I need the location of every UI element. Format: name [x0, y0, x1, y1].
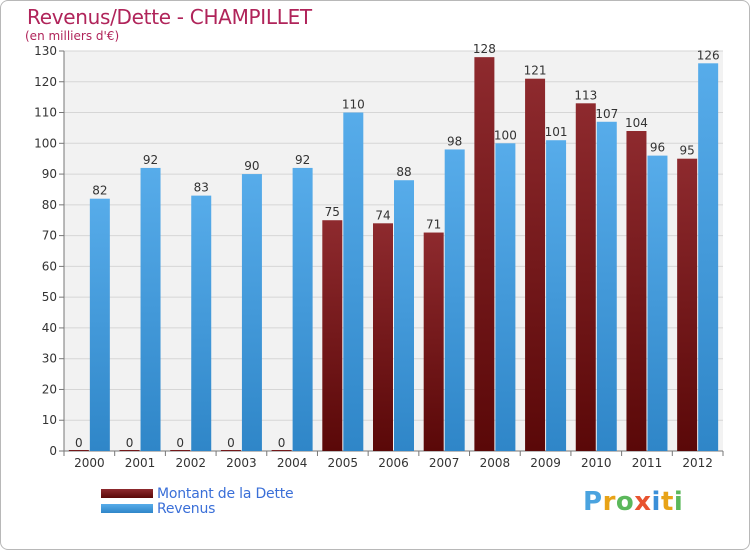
data-label-dette: 74 — [375, 208, 390, 222]
logo-letter: t — [660, 487, 674, 517]
x-tick-label: 2002 — [175, 456, 206, 470]
y-tick-label: 70 — [42, 229, 57, 243]
bar-revenus — [191, 195, 212, 451]
x-tick-label: 2011 — [632, 456, 663, 470]
bar-revenus — [343, 112, 364, 452]
data-label-revenus: 98 — [447, 134, 462, 148]
bar-dette — [220, 450, 241, 451]
y-tick-label: 50 — [42, 290, 57, 304]
bar-dette — [322, 220, 343, 451]
y-tick-label: 120 — [34, 75, 57, 89]
x-tick-label: 2009 — [530, 456, 561, 470]
data-label-dette: 113 — [574, 88, 597, 102]
logo-letter: P — [583, 487, 603, 517]
plot-background — [64, 51, 723, 451]
bar-dette — [575, 103, 596, 452]
data-label-revenus: 101 — [545, 125, 568, 139]
data-label-dette: 95 — [680, 144, 695, 158]
data-label-dette: 121 — [524, 64, 547, 78]
legend-label-dette: Montant de la Dette — [157, 485, 294, 502]
logo-letter: r — [602, 487, 616, 517]
bar-dette — [373, 223, 393, 451]
data-label-dette: 0 — [75, 436, 83, 450]
data-label-revenus: 83 — [194, 181, 209, 195]
legend-item-revenus: Revenus — [101, 500, 293, 517]
bar-revenus — [394, 180, 414, 451]
data-label-dette: 75 — [325, 205, 340, 219]
logo-letter: i — [651, 487, 661, 517]
bar-dette — [626, 131, 647, 451]
y-tick-label: 90 — [42, 167, 57, 181]
legend-label-revenus: Revenus — [157, 500, 216, 517]
bar-dette — [170, 450, 191, 451]
bar-dette — [68, 450, 89, 451]
bar-revenus — [596, 121, 617, 452]
data-label-revenus: 92 — [295, 153, 310, 167]
data-label-revenus: 110 — [342, 98, 365, 112]
x-tick-label: 2005 — [328, 456, 359, 470]
logo-letter: o — [615, 487, 635, 517]
data-label-dette: 128 — [473, 42, 496, 56]
data-label-revenus: 126 — [697, 48, 720, 62]
y-tick-label: 40 — [42, 321, 57, 335]
bar-revenus — [292, 167, 313, 451]
y-tick-label: 10 — [42, 413, 57, 427]
data-label-dette: 0 — [227, 436, 235, 450]
x-tick-label: 2004 — [277, 456, 308, 470]
data-label-revenus: 82 — [92, 184, 107, 198]
bar-dette — [423, 232, 444, 451]
x-tick-label: 2012 — [682, 456, 713, 470]
bar-revenus — [140, 167, 161, 451]
y-tick-label: 130 — [34, 44, 57, 58]
bar-revenus — [241, 174, 262, 452]
x-tick-label: 2003 — [226, 456, 257, 470]
data-label-revenus: 88 — [396, 165, 411, 179]
legend-item-dette: Montant de la Dette — [101, 485, 294, 502]
bar-revenus — [89, 198, 110, 451]
x-tick-label: 2000 — [74, 456, 105, 470]
legend-swatch-dette — [101, 489, 153, 498]
y-tick-label: 100 — [34, 136, 57, 150]
bar-dette — [119, 450, 140, 451]
bar-revenus — [495, 143, 516, 452]
bar-revenus — [546, 140, 567, 451]
bar-dette — [271, 450, 292, 451]
data-label-revenus: 90 — [244, 159, 259, 173]
x-tick-label: 2010 — [581, 456, 612, 470]
chart-subtitle: (en milliers d'€) — [25, 29, 120, 43]
y-tick-label: 80 — [42, 198, 57, 212]
bar-revenus — [444, 149, 465, 451]
y-tick-label: 110 — [34, 106, 57, 120]
data-label-dette: 71 — [426, 218, 441, 232]
data-label-revenus: 100 — [494, 128, 517, 142]
y-tick-label: 30 — [42, 352, 57, 366]
data-label-dette: 0 — [176, 436, 184, 450]
x-tick-label: 2001 — [125, 456, 156, 470]
legend-swatch-revenus — [101, 504, 153, 513]
y-tick-label: 60 — [42, 259, 57, 273]
logo-letter: x — [634, 487, 652, 517]
legend: Montant de la Dette Revenus — [101, 485, 294, 517]
proxiti-logo: Proxiti — [583, 487, 683, 517]
data-label-revenus: 92 — [143, 153, 158, 167]
data-label-revenus: 107 — [595, 107, 618, 121]
bar-dette — [677, 158, 698, 451]
data-label-revenus: 96 — [650, 141, 665, 155]
bar-revenus — [647, 155, 668, 451]
x-tick-label: 2006 — [378, 456, 409, 470]
x-tick-label: 2007 — [429, 456, 460, 470]
y-tick-label: 20 — [42, 382, 57, 396]
y-tick-label: 0 — [49, 444, 57, 458]
chart-title: Revenus/Dette - CHAMPILLET — [27, 5, 312, 29]
bar-dette — [525, 78, 546, 451]
data-label-dette: 104 — [625, 116, 648, 130]
bar-dette — [474, 57, 495, 452]
logo-letter: i — [673, 487, 684, 517]
data-label-dette: 0 — [126, 436, 134, 450]
bar-revenus — [698, 63, 719, 452]
x-tick-label: 2008 — [480, 456, 511, 470]
data-label-dette: 0 — [278, 436, 286, 450]
